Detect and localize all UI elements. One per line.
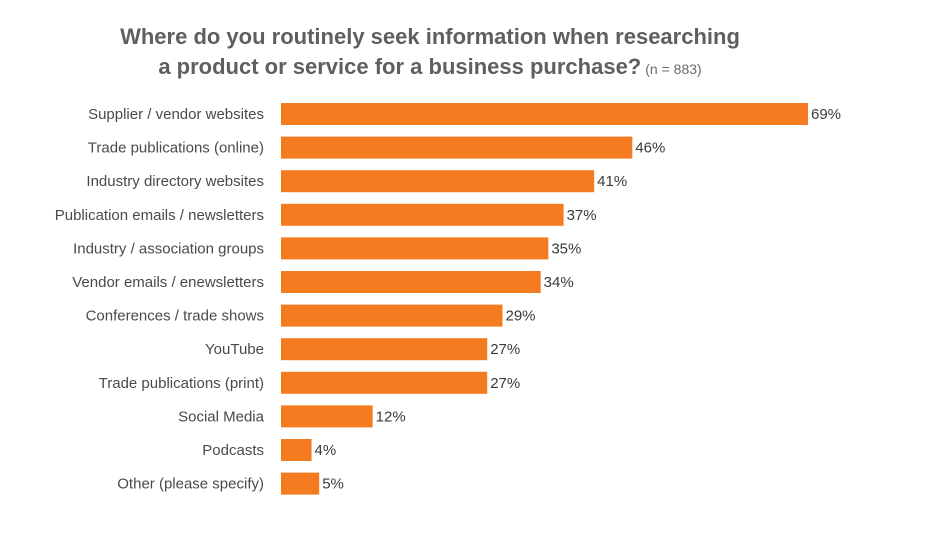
value-label: 27% xyxy=(490,341,520,358)
bar xyxy=(281,371,488,394)
category-label: Other (please specify) xyxy=(117,476,264,493)
category-label: Industry directory websites xyxy=(86,173,264,190)
bar xyxy=(281,304,503,327)
bar xyxy=(281,136,633,159)
category-label: Supplier / vendor websites xyxy=(88,106,264,123)
bar xyxy=(281,338,488,361)
value-label: 4% xyxy=(315,442,337,459)
sample-size-note: (n = 883) xyxy=(645,61,702,77)
value-label: 41% xyxy=(597,173,627,190)
value-label: 46% xyxy=(635,140,665,157)
bar xyxy=(281,472,320,495)
category-label: Podcasts xyxy=(202,442,264,459)
bar xyxy=(281,237,549,260)
bar xyxy=(281,405,373,428)
chart-title-line-2-text: a product or service for a business purc… xyxy=(158,54,642,79)
value-label: 37% xyxy=(567,207,597,224)
value-label: 35% xyxy=(551,240,581,257)
bar xyxy=(281,170,595,193)
value-label: 12% xyxy=(376,408,406,425)
category-label: Conferences / trade shows xyxy=(86,308,264,325)
value-label: 34% xyxy=(544,274,574,291)
category-label: Vendor emails / enewsletters xyxy=(72,274,264,291)
chart-title-line-2: a product or service for a business purc… xyxy=(0,52,860,84)
value-label: 27% xyxy=(490,375,520,392)
category-label: Publication emails / newsletters xyxy=(55,207,264,224)
category-label: Social Media xyxy=(178,408,265,425)
chart-title-line-1: Where do you routinely seek information … xyxy=(120,24,740,49)
category-label: Industry / association groups xyxy=(73,240,264,257)
value-label: 29% xyxy=(505,308,535,325)
category-label: Trade publications (print) xyxy=(99,375,264,392)
bar xyxy=(281,271,541,293)
value-label: 5% xyxy=(322,476,344,493)
bar xyxy=(281,103,808,125)
category-label: YouTube xyxy=(205,341,264,358)
bar xyxy=(281,203,564,226)
chart-title: Where do you routinely seek information … xyxy=(0,22,860,84)
bar xyxy=(281,439,312,461)
category-label: Trade publications (online) xyxy=(88,140,264,157)
value-label: 69% xyxy=(811,106,841,123)
